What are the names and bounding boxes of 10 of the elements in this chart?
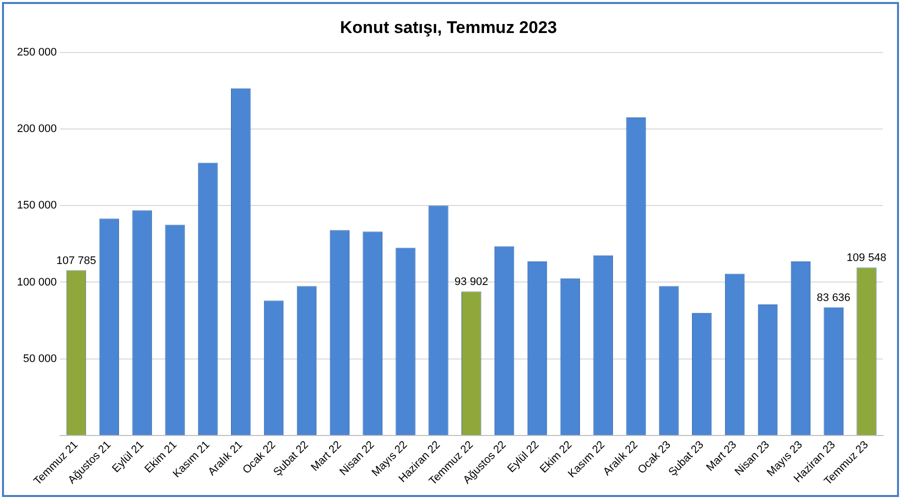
chart-title: Konut satışı, Temmuz 2023 — [340, 18, 557, 37]
y-tick-label: 50 000 — [23, 352, 57, 365]
data-label: 93 902 — [454, 276, 488, 288]
y-tick-label: 150 000 — [16, 200, 57, 212]
y-tick-label: 200 000 — [16, 123, 57, 136]
y-tick-label: 250 000 — [16, 46, 57, 58]
y-tick-label: 100 000 — [16, 276, 57, 288]
data-label: 109 548 — [846, 252, 886, 264]
data-label: 83 636 — [816, 292, 850, 304]
data-label: 107 785 — [56, 254, 96, 267]
